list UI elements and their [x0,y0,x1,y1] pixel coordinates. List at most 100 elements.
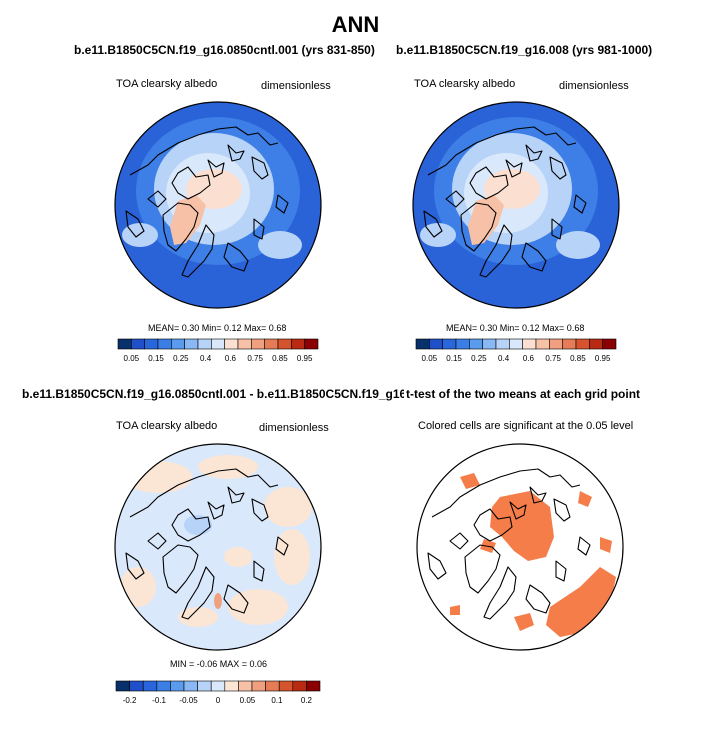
colorbar-segment-10 [237,338,252,350]
canada-snow-albedo [420,223,456,247]
colorbar-segment-6 [482,338,497,350]
panel-title-difference: b.e11.B1850C5CN.f19_g16.0850cntl.001 - b… [22,387,430,401]
colorbar-segment-2 [131,338,145,350]
colorbar-segment-11 [549,338,563,350]
colorbar-segment-15 [306,680,321,692]
colorbar-tick-label: 0.4 [498,354,510,363]
coastline-1 [427,126,577,176]
coastline-2 [171,508,211,542]
units-label-control: dimensionless [261,80,331,92]
significant-cells-2 [460,473,480,489]
colorbar-tick-label: 0.4 [200,354,212,363]
colorbar-segment-14 [292,680,307,692]
coastline-7 [181,224,215,278]
colorbar-segment-5 [469,338,483,350]
colorbar-segment-1 [115,680,130,692]
colorbar-segment-4 [455,338,470,350]
coastline-2 [469,166,509,200]
colorbar-case: 0.05 0.15 0.25 0.4 0.6 0.75 0.85 0.95 [415,338,617,363]
greenland-ice-albedo [170,195,206,245]
coastline-1 [431,468,581,518]
map-boundary [114,443,322,651]
colorbar-segment-11 [251,338,265,350]
colorbar-segment-7 [495,338,510,350]
colorbar-segment-12 [264,338,279,350]
colorbar-tick-label: 0.05 [422,354,438,363]
colorbar-segment-6 [183,680,198,692]
map-boundary [416,443,624,651]
colorbar-segment-7 [197,338,212,350]
coastline-3 [207,159,225,178]
variable-label-control: TOA clearsky albedo [116,78,218,90]
polar-map-ttest [416,443,624,651]
albedo-field [413,102,619,308]
colorbar-tick-label: 0.25 [471,354,487,363]
coastline-7 [181,566,215,620]
map-boundary [412,101,620,309]
panel-title-control: b.e11.B1850C5CN.f19_g16.0850cntl.001 (yr… [74,43,375,57]
positive-difference-7 [224,547,252,567]
colorbar-tick-label: 0.75 [247,354,263,363]
coastline-9 [253,560,265,582]
coastline-11 [125,552,145,580]
significance-note: Colored cells are significant at the 0.0… [418,420,634,432]
colorbar-segment-1 [117,338,132,350]
colorbar-tick-label: 0.25 [173,354,189,363]
colorbar-segment-8 [509,338,523,350]
siberia-snow-albedo [258,231,302,259]
main-title: ANN [331,12,380,37]
coastline-4 [525,144,543,162]
colorbar-segment-9 [522,338,537,350]
significance-field [417,444,623,650]
colorbar-tick-label: -0.1 [152,696,166,705]
coastline-10 [577,536,591,556]
coastline-2 [171,166,211,200]
positive-difference-2 [198,455,258,479]
stats-control: MEAN= 0.30 Min= 0.12 Max= 0.68 [148,323,287,333]
coastline-12 [147,190,167,208]
colorbar-segment-1 [415,338,430,350]
positive-difference-8 [178,607,218,627]
coastline-10 [275,536,289,556]
colorbar-segment-8 [210,680,226,692]
difference-field [115,444,321,650]
colorbar-segment-4 [157,338,172,350]
colorbar-tick-label: 0.85 [570,354,586,363]
coastline-12 [449,532,469,550]
colorbar-segment-3 [144,338,159,350]
coastline-9 [551,218,563,240]
colorbar-segment-13 [575,338,590,350]
coastline-11 [125,210,145,238]
coastline-9 [253,218,265,240]
coastline-6 [464,544,501,594]
coastline-7 [483,566,517,620]
coastline-8 [521,242,547,272]
colorbar-segment-15 [602,338,617,350]
colorbar-segment-9 [224,338,239,350]
coastline-4 [227,144,245,162]
colorbar-segment-9 [224,680,239,692]
coastline-4 [529,486,547,504]
coastline-5 [251,498,269,522]
colorbar-segment-4 [156,680,171,692]
albedo-field [115,102,321,308]
colorbar-tick-label: 0.05 [240,696,256,705]
coastline-6 [162,202,199,252]
coastline-10 [573,194,587,214]
coastline-3 [505,159,523,178]
coastline-11 [427,552,447,580]
colorbar-segment-3 [442,338,457,350]
colorbar-tick-label: 0.95 [595,354,611,363]
coastline-8 [223,584,249,614]
map-boundary [114,101,322,309]
coastline-3 [207,501,225,520]
positive-difference-6 [120,567,156,607]
colorbar-segment-13 [278,680,294,692]
colorbar-tick-label: 0.05 [124,354,140,363]
significant-cells-7 [600,537,612,553]
significant-cells-8 [450,605,460,615]
colorbar-segment-12 [562,338,577,350]
units-label-difference: dimensionless [259,422,329,434]
coastline-5 [549,156,567,180]
coastline-12 [147,532,167,550]
